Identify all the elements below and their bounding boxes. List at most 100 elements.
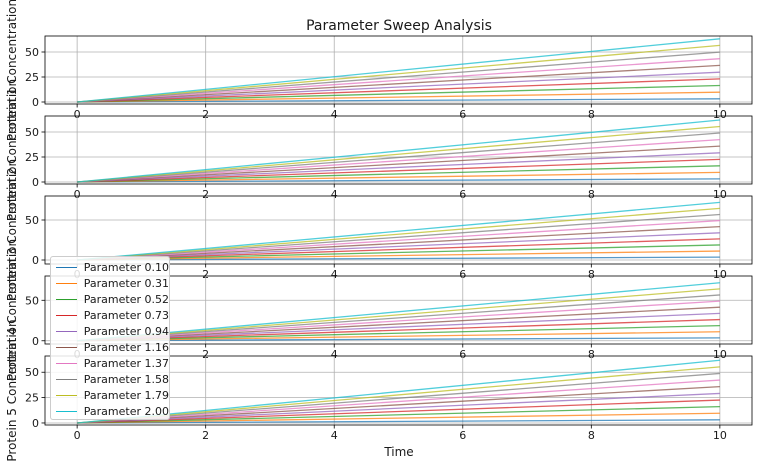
series-line-10 (77, 201, 720, 261)
x-tick-label: 8 (588, 268, 595, 281)
legend-label: Parameter 1.58 (83, 372, 169, 386)
y-axis-label: Protein 5 Concentration (5, 319, 19, 461)
x-tick-label: 10 (713, 108, 727, 121)
x-tick-label: 4 (331, 348, 338, 361)
series-line-3 (77, 244, 720, 261)
legend-swatch (56, 330, 77, 332)
y-tick-label: 50 (25, 46, 39, 59)
legend-entry: Parameter 1.16 (56, 339, 169, 355)
series-line-1 (77, 178, 720, 183)
series-line-9 (77, 288, 720, 342)
x-tick-label: 0 (74, 188, 81, 201)
legend-entry: Parameter 1.37 (56, 355, 169, 371)
legend-entry: Parameter 0.10 (56, 259, 169, 275)
series-line-7 (77, 138, 720, 183)
legend-entry: Parameter 0.73 (56, 307, 169, 323)
series-line-5 (77, 152, 720, 183)
legend-label: Parameter 0.94 (83, 324, 169, 338)
x-tick-label: 2 (202, 108, 209, 121)
panel-3: 0 2 4 6 8 10 0 50 Protein 3 Concentration (5, 159, 753, 301)
series-line-3 (77, 405, 720, 424)
series-line-6 (77, 64, 720, 103)
legend-swatch (56, 394, 77, 396)
series-line-6 (77, 225, 720, 261)
series-line-1 (77, 419, 720, 424)
series-line-4 (77, 238, 720, 261)
series-line-7 (77, 58, 720, 103)
x-tick-label: 10 (713, 429, 727, 442)
x-tick-label: 8 (588, 348, 595, 361)
legend-swatch (56, 378, 77, 380)
legend-entry: Parameter 0.31 (56, 275, 169, 291)
series-line-9 (77, 207, 720, 261)
series-line-8 (77, 51, 720, 103)
x-tick-label: 0 (74, 429, 81, 442)
series-line-9 (77, 125, 720, 183)
y-tick-label: 25 (25, 71, 39, 84)
series-line-5 (77, 392, 720, 424)
y-tick-label: 50 (25, 214, 39, 227)
y-tick-label: 0 (32, 176, 39, 189)
legend-swatch (56, 410, 77, 412)
legend-swatch (56, 282, 77, 284)
series-line-1 (77, 337, 720, 342)
y-axis-label: Protein 2 Concentration (5, 79, 19, 221)
y-tick-label: 50 (25, 126, 39, 139)
x-tick-label: 6 (459, 348, 466, 361)
series-line-6 (77, 145, 720, 183)
x-tick-label: 6 (459, 188, 466, 201)
series-line-4 (77, 399, 720, 424)
series-line-8 (77, 213, 720, 261)
series-line-3 (77, 324, 720, 342)
series-line-6 (77, 385, 720, 424)
panel-1: 0 2 4 6 8 10 0 25 50 Protein 1 Concentration (5, 0, 753, 141)
x-tick-label: 10 (713, 348, 727, 361)
legend-label: Parameter 0.10 (83, 260, 169, 274)
x-tick-label: 2 (202, 348, 209, 361)
legend-entry: Parameter 1.79 (56, 387, 169, 403)
legend-entry: Parameter 0.52 (56, 291, 169, 307)
y-axis-label: Protein 4 Concentration (5, 239, 19, 381)
x-tick-label: 4 (331, 268, 338, 281)
axes-frame (44, 195, 753, 265)
series-line-7 (77, 379, 720, 424)
x-tick-label: 2 (202, 429, 209, 442)
series-line-7 (77, 219, 720, 261)
y-axis-label: Protein 1 Concentration (5, 0, 19, 141)
x-tick-label: 6 (459, 429, 466, 442)
legend-entry: Parameter 1.58 (56, 371, 169, 387)
series-line-2 (77, 250, 720, 261)
legend-swatch (56, 346, 77, 348)
legend-label: Parameter 0.73 (83, 308, 169, 322)
series-line-4 (77, 78, 720, 103)
panel-5: 0 2 4 6 8 10 0 25 50 Protein 5 Concentration (5, 319, 753, 462)
panel-2: 0 2 4 6 8 10 0 25 50 Protein 2 Concentration (5, 79, 753, 221)
x-tick-label: 8 (588, 108, 595, 121)
series-line-2 (77, 91, 720, 103)
x-tick-label: 2 (202, 188, 209, 201)
series-line-2 (77, 331, 720, 342)
legend: Parameter 0.10 Parameter 0.31 Parameter 0.… (50, 256, 170, 420)
series-line-5 (77, 71, 720, 103)
axes-frame (44, 115, 753, 185)
series-line-6 (77, 306, 720, 342)
legend-label: Parameter 0.31 (83, 276, 169, 290)
legend-label: Parameter 2.00 (83, 404, 169, 418)
series-line-8 (77, 372, 720, 424)
axes-frame (44, 355, 753, 426)
x-tick-label: 2 (202, 268, 209, 281)
legend-swatch (56, 314, 77, 316)
series-line-7 (77, 300, 720, 342)
axes-frame (44, 35, 753, 105)
series-line-5 (77, 232, 720, 261)
x-tick-label: 4 (331, 188, 338, 201)
x-tick-label: 4 (331, 429, 338, 442)
legend-swatch (56, 298, 77, 300)
series-line-2 (77, 412, 720, 424)
x-tick-label: 6 (459, 268, 466, 281)
legend-entry: Parameter 0.94 (56, 323, 169, 339)
y-tick-label: 25 (25, 151, 39, 164)
series-line-10 (77, 282, 720, 342)
series-line-4 (77, 318, 720, 342)
series-line-2 (77, 171, 720, 183)
